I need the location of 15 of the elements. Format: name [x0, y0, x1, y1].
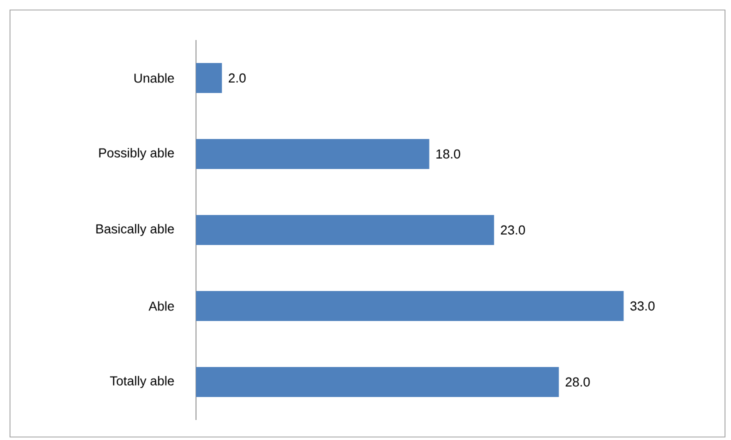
bar: [196, 290, 624, 321]
y-tick-label: Possibly able: [99, 148, 174, 160]
bar: [196, 138, 430, 169]
data-label: 33.0: [630, 301, 655, 311]
bar: [196, 62, 222, 93]
data-label: 18.0: [436, 149, 460, 159]
data-label: 28.0: [566, 377, 590, 387]
data-label: 23.0: [500, 225, 525, 235]
data-label: 2.0: [228, 73, 246, 83]
y-tick-label: Totally able: [110, 376, 174, 388]
y-tick-label: Basically able: [96, 224, 174, 236]
y-tick-label: Unable: [134, 73, 174, 83]
y-tick-label: Able: [148, 301, 174, 311]
bar: [196, 366, 559, 397]
bar: [196, 214, 494, 245]
